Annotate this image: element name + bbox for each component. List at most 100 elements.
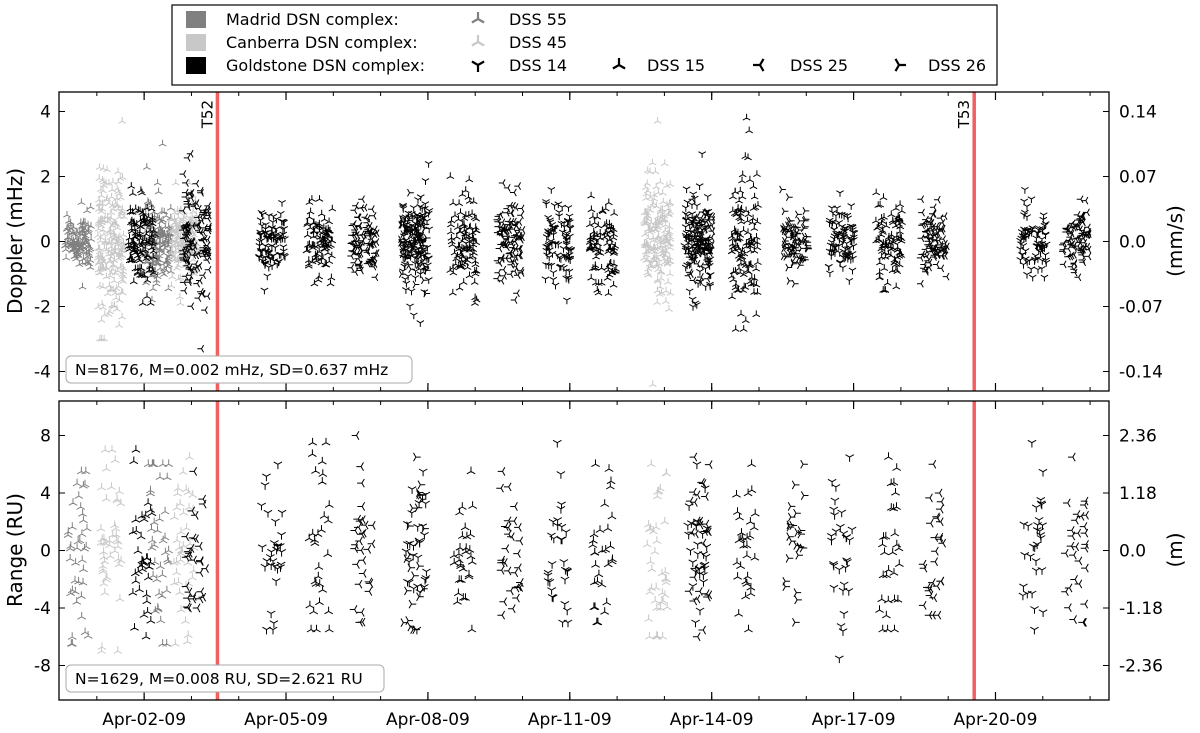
doppler-ylabel: Doppler (mHz) bbox=[3, 168, 27, 314]
series-dss-55-pass bbox=[143, 459, 174, 647]
y-tick-label-right: 1.18 bbox=[1119, 484, 1157, 504]
data-point-markers bbox=[400, 452, 429, 634]
series-dss-15-pass bbox=[588, 459, 617, 626]
y-tick-label-right: -1.18 bbox=[1119, 599, 1163, 619]
y-tick-label: 2 bbox=[40, 168, 51, 188]
data-point-markers bbox=[178, 149, 212, 353]
legend-marker-dss45 bbox=[471, 35, 485, 47]
data-point-markers bbox=[96, 445, 126, 654]
series-dss-15-pass bbox=[128, 445, 157, 640]
series-dss-26-pass bbox=[779, 185, 812, 288]
legend-label-dss15: DSS 15 bbox=[647, 56, 705, 75]
range-x-ticks: Apr-02-09 Apr-05-09 Apr-08-09 Apr-11-09 Apr-… bbox=[96, 401, 1091, 730]
series-dss-25-pass bbox=[684, 452, 713, 642]
series-dss-14-pass bbox=[255, 199, 289, 295]
legend-marker-dss26 bbox=[894, 58, 906, 72]
legend: Madrid DSN complex: Canberra DSN complex… bbox=[171, 4, 998, 86]
x-tick-label: Apr-14-09 bbox=[670, 710, 754, 730]
x-tick-label: Apr-11-09 bbox=[528, 710, 612, 730]
legend-label-madrid: Madrid DSN complex: bbox=[226, 10, 399, 29]
event-label: T53 bbox=[955, 100, 973, 129]
series-dss-14-pass bbox=[824, 190, 859, 285]
y-tick-label: 4 bbox=[40, 484, 51, 504]
series-dss-26-pass bbox=[782, 459, 809, 627]
series-dss-14-pass bbox=[1018, 439, 1048, 635]
data-point-markers bbox=[732, 459, 760, 633]
data-point-markers bbox=[446, 172, 481, 306]
legend-label-dss26: DSS 26 bbox=[928, 56, 986, 75]
range-ylabel-right: (m) bbox=[1163, 532, 1187, 567]
series-dss-25-pass bbox=[1061, 452, 1089, 627]
series-dss-14-pass bbox=[680, 151, 715, 311]
data-point-markers bbox=[304, 437, 334, 633]
legend-marker-dss55 bbox=[471, 12, 485, 24]
series-dss-25-pass bbox=[181, 467, 209, 613]
legend-marker-dss25 bbox=[753, 58, 765, 72]
data-point-markers bbox=[347, 195, 380, 282]
x-tick-label: Apr-20-09 bbox=[954, 710, 1038, 730]
doppler-x-ticks bbox=[96, 92, 1091, 391]
y-tick-label: 0 bbox=[40, 542, 51, 562]
data-point-markers bbox=[93, 117, 129, 342]
x-tick-label: Apr-02-09 bbox=[102, 710, 186, 730]
legend-label-canberra: Canberra DSN complex: bbox=[226, 33, 418, 52]
data-point-markers bbox=[588, 459, 617, 626]
x-tick-label: Apr-08-09 bbox=[386, 710, 470, 730]
doppler-stats-label: N=8176, M=0.002 mHz, SD=0.637 mHz bbox=[75, 361, 388, 379]
range-stats-label: N=1629, M=0.008 RU, SD=2.621 RU bbox=[75, 670, 363, 688]
y-tick-label: -8 bbox=[34, 657, 51, 677]
data-point-markers bbox=[541, 186, 575, 305]
series-dss-25-pass bbox=[349, 431, 376, 627]
data-point-markers bbox=[1061, 452, 1089, 627]
data-point-markers bbox=[824, 190, 859, 285]
series-dss-45-pass bbox=[96, 445, 126, 654]
y-tick-label-right: -2.36 bbox=[1119, 657, 1163, 677]
series-dss-45-pass bbox=[640, 117, 675, 388]
data-point-markers bbox=[585, 191, 620, 297]
data-point-markers bbox=[680, 151, 715, 311]
range-ylabel: Range (RU) bbox=[3, 493, 27, 607]
doppler-ylabel-right: (mm/s) bbox=[1163, 205, 1187, 277]
data-point-markers bbox=[143, 459, 174, 647]
data-point-markers bbox=[496, 467, 524, 620]
y-tick-label-right: -0.14 bbox=[1119, 363, 1163, 383]
data-point-markers bbox=[255, 199, 289, 295]
data-point-markers bbox=[1059, 195, 1092, 282]
series-dss-25-pass bbox=[347, 195, 380, 282]
series-dss-25-pass bbox=[493, 179, 526, 304]
data-point-markers bbox=[181, 467, 209, 613]
data-point-markers bbox=[826, 454, 857, 664]
range-panel: 840-4-8 2.361.180.0-1.18-2.36 Apr-02-09 A… bbox=[3, 400, 1187, 730]
y-tick-label: -4 bbox=[34, 363, 51, 383]
y-tick-label-right: -0.07 bbox=[1119, 298, 1163, 318]
data-point-markers bbox=[449, 466, 478, 633]
data-point-markers bbox=[401, 468, 431, 635]
series-dss-14-pass bbox=[541, 186, 575, 305]
doppler-stats-box: N=8176, M=0.002 mHz, SD=0.637 mHz bbox=[65, 355, 413, 384]
doppler-left-ticks: 4 2 0 -2 -4 bbox=[34, 103, 65, 383]
data-point-markers bbox=[779, 185, 812, 288]
series-dss-15-pass bbox=[585, 191, 620, 297]
legend-label-dss14: DSS 14 bbox=[509, 56, 567, 75]
y-tick-label-right: 0.07 bbox=[1119, 168, 1157, 188]
y-tick-label-right: 0.14 bbox=[1119, 103, 1157, 123]
series-dss-14-pass bbox=[683, 461, 712, 628]
legend-frame bbox=[171, 4, 998, 86]
data-point-markers bbox=[683, 195, 716, 285]
doppler-panel: T52 T53 4 2 0 -2 -4 0.14 0.07 0.0 -0.07 -0.14 Dop… bbox=[3, 91, 1187, 392]
data-point-markers bbox=[302, 195, 337, 287]
doppler-points bbox=[61, 113, 1092, 388]
series-dss-15-pass bbox=[449, 466, 478, 633]
x-tick-label: Apr-17-09 bbox=[812, 710, 896, 730]
legend-swatch-canberra bbox=[186, 34, 206, 51]
series-dss-14-pass bbox=[257, 461, 287, 635]
range-stats-box: N=1629, M=0.008 RU, SD=2.621 RU bbox=[65, 664, 385, 693]
doppler-event-lines: T52 T53 bbox=[198, 92, 976, 391]
data-point-markers bbox=[398, 188, 431, 298]
data-point-markers bbox=[642, 459, 672, 640]
series-dss-15-pass bbox=[727, 113, 762, 332]
legend-marker-dss14 bbox=[471, 60, 485, 72]
legend-label-dss45: DSS 45 bbox=[509, 33, 567, 52]
legend-label-dss55: DSS 55 bbox=[509, 10, 567, 29]
